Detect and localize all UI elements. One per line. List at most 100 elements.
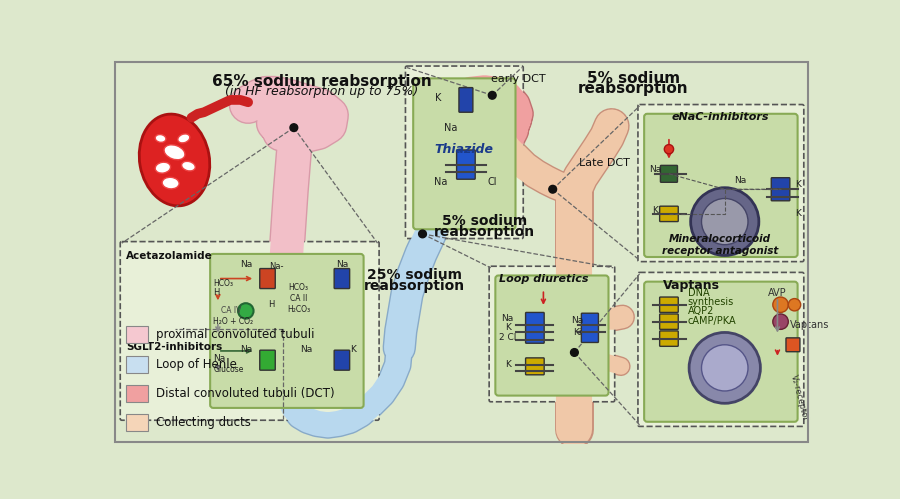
Bar — [126, 414, 148, 431]
Text: Cl: Cl — [488, 177, 497, 187]
Bar — [126, 356, 148, 372]
Circle shape — [773, 314, 788, 329]
Text: K: K — [505, 323, 510, 332]
Ellipse shape — [155, 162, 171, 173]
Circle shape — [689, 332, 760, 403]
Text: Glucose: Glucose — [213, 365, 244, 374]
Ellipse shape — [164, 145, 185, 160]
FancyBboxPatch shape — [334, 350, 349, 370]
Text: H: H — [213, 288, 220, 297]
FancyBboxPatch shape — [660, 314, 679, 329]
Circle shape — [788, 298, 801, 311]
Text: CA II: CA II — [290, 294, 307, 303]
Ellipse shape — [155, 135, 166, 142]
Text: SGLT2-inhibitors: SGLT2-inhibitors — [126, 342, 222, 352]
FancyBboxPatch shape — [459, 88, 472, 112]
Text: Na: Na — [734, 176, 746, 185]
Circle shape — [664, 145, 673, 154]
Text: H₂CO₃: H₂CO₃ — [287, 305, 310, 314]
Text: HCO₃: HCO₃ — [213, 278, 233, 288]
FancyBboxPatch shape — [121, 242, 379, 420]
Text: 65% sodium reabsorption: 65% sodium reabsorption — [212, 74, 432, 89]
Circle shape — [701, 345, 748, 391]
FancyBboxPatch shape — [638, 104, 804, 261]
FancyBboxPatch shape — [405, 66, 523, 239]
Text: Na-: Na- — [270, 262, 284, 271]
Text: 5% sodium: 5% sodium — [442, 214, 527, 228]
Circle shape — [418, 230, 427, 238]
Text: 2 Cl: 2 Cl — [500, 332, 517, 342]
Text: 5% sodium: 5% sodium — [587, 71, 680, 86]
Ellipse shape — [140, 114, 210, 206]
Text: Na: Na — [239, 260, 252, 269]
Text: K: K — [795, 180, 800, 189]
Text: reabsorption: reabsorption — [434, 225, 536, 239]
Text: K: K — [435, 93, 441, 103]
Text: eNaC-inhibitors: eNaC-inhibitors — [671, 112, 769, 122]
Text: H₂O + CO₂: H₂O + CO₂ — [213, 317, 254, 326]
FancyBboxPatch shape — [644, 114, 797, 257]
Text: Na: Na — [239, 345, 252, 354]
FancyBboxPatch shape — [786, 338, 800, 352]
FancyBboxPatch shape — [526, 312, 544, 343]
FancyBboxPatch shape — [495, 275, 608, 396]
FancyBboxPatch shape — [581, 313, 598, 342]
Text: Loop of Henle: Loop of Henle — [156, 357, 237, 371]
Text: AQP2: AQP2 — [688, 306, 714, 316]
Text: Na: Na — [435, 177, 448, 187]
Circle shape — [690, 188, 759, 255]
Text: Collecting ducts: Collecting ducts — [156, 416, 251, 429]
Text: cAMP/PKA: cAMP/PKA — [688, 315, 736, 325]
Text: reabsorption: reabsorption — [578, 81, 689, 96]
Text: K: K — [351, 345, 356, 354]
Ellipse shape — [182, 161, 195, 171]
Text: Na: Na — [501, 314, 514, 323]
Text: Na: Na — [444, 123, 457, 133]
Text: V₂-receptor: V₂-receptor — [788, 374, 810, 423]
Text: Mineralocorticoid
receptor antagonist: Mineralocorticoid receptor antagonist — [662, 234, 778, 256]
FancyBboxPatch shape — [771, 178, 790, 201]
Text: K: K — [652, 206, 658, 215]
Text: proximal convoluted tubuli: proximal convoluted tubuli — [156, 328, 314, 341]
Text: synthesis: synthesis — [688, 297, 734, 307]
Text: Thiazide: Thiazide — [435, 143, 494, 156]
FancyBboxPatch shape — [211, 254, 364, 408]
Text: K: K — [505, 360, 510, 369]
Circle shape — [290, 124, 298, 132]
Circle shape — [238, 303, 254, 318]
Text: Acetazolamide: Acetazolamide — [126, 251, 213, 261]
Text: Vaptans: Vaptans — [662, 278, 720, 291]
Ellipse shape — [162, 177, 179, 189]
FancyBboxPatch shape — [413, 78, 516, 229]
FancyBboxPatch shape — [638, 272, 804, 427]
Text: Na: Na — [649, 165, 662, 174]
Bar — [126, 385, 148, 402]
Text: DNA: DNA — [688, 288, 709, 298]
Ellipse shape — [178, 134, 190, 143]
Text: Na: Na — [213, 354, 226, 363]
Circle shape — [571, 349, 579, 356]
FancyBboxPatch shape — [644, 281, 797, 422]
Circle shape — [701, 199, 748, 245]
Text: Distal convoluted tubuli (DCT): Distal convoluted tubuli (DCT) — [156, 387, 335, 400]
Text: (in HF reabsorption up to 75%): (in HF reabsorption up to 75%) — [225, 84, 418, 97]
Circle shape — [549, 186, 556, 193]
FancyBboxPatch shape — [660, 331, 679, 346]
FancyBboxPatch shape — [260, 268, 275, 288]
FancyBboxPatch shape — [490, 266, 615, 402]
Text: K: K — [795, 210, 800, 219]
Text: early DCT: early DCT — [491, 74, 545, 84]
FancyBboxPatch shape — [334, 268, 349, 288]
Text: Loop diuretics: Loop diuretics — [499, 274, 589, 284]
FancyBboxPatch shape — [660, 206, 679, 222]
Text: 25% sodium: 25% sodium — [367, 268, 463, 282]
Text: Late DCT: Late DCT — [579, 159, 630, 169]
Text: HCO₃: HCO₃ — [289, 283, 309, 292]
Text: Na: Na — [300, 345, 312, 354]
Circle shape — [773, 297, 788, 312]
Text: Na: Na — [572, 316, 583, 325]
FancyBboxPatch shape — [660, 297, 679, 312]
Text: H: H — [268, 300, 274, 309]
Text: Na: Na — [336, 260, 348, 269]
Text: reabsorption: reabsorption — [364, 278, 465, 292]
